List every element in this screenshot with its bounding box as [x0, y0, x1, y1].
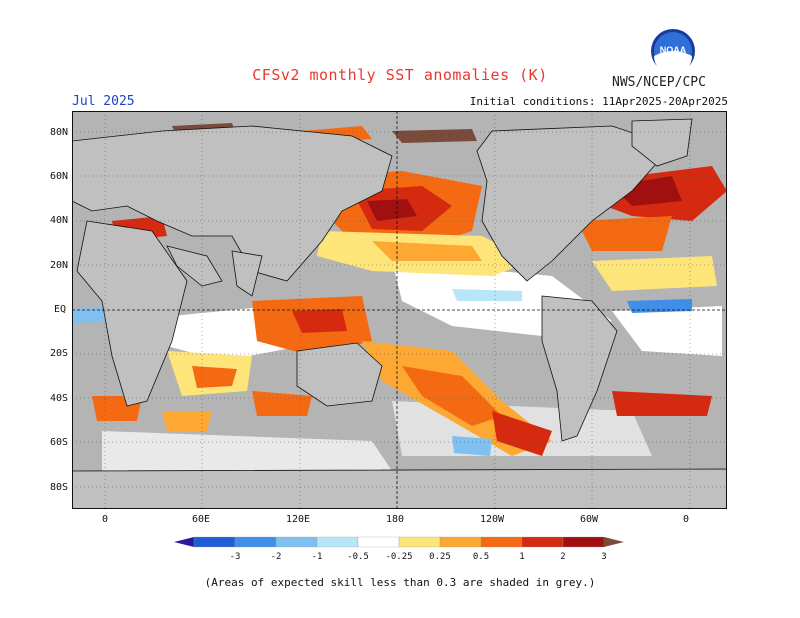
colorbar-label: -1 [312, 552, 323, 562]
lat-label: 40N [50, 215, 69, 226]
colorbar-swatch [604, 537, 624, 547]
lon-label: 180 [386, 514, 405, 525]
agency-label: NWS/NCEP/CPC [612, 75, 706, 90]
colorbar-swatch [480, 536, 523, 548]
colorbar-swatch [275, 536, 318, 548]
lat-label: 80N [50, 127, 69, 138]
colorbar-label: 2 [560, 552, 565, 562]
lat-label: EQ [54, 304, 67, 315]
skill-footnote: (Areas of expected skill less than 0.3 a… [204, 576, 596, 589]
colorbar-label: -0.25 [385, 552, 412, 562]
lat-label: 20N [50, 260, 69, 271]
map-frame [72, 111, 727, 509]
colorbar-swatch [234, 536, 277, 548]
colorbar-swatch [316, 536, 359, 548]
colorbar-swatches [174, 536, 624, 548]
lon-label: 0 [683, 514, 690, 525]
colorbar-swatch [398, 536, 441, 548]
lat-label: 40S [50, 393, 69, 404]
colorbar-label: 0.25 [429, 552, 451, 562]
colorbar-labels: -3 -2 -1 -0.5 -0.25 0.25 0.5 1 2 3 [230, 552, 607, 562]
forecast-month: Jul 2025 [72, 94, 135, 109]
colorbar-label: 1 [519, 552, 524, 562]
colorbar-swatch [193, 536, 236, 548]
colorbar-swatch [174, 537, 194, 547]
noaa-logo: NOAA [650, 28, 696, 75]
lat-label: 60N [50, 171, 69, 182]
initial-conditions: Initial conditions: 11Apr2025-20Apr2025 [469, 95, 728, 108]
sst-anomaly-map [72, 111, 727, 509]
lon-label: 120E [286, 514, 311, 525]
colorbar-swatch [357, 536, 400, 548]
svg-text:NOAA: NOAA [660, 45, 687, 55]
colorbar-label: 0.5 [473, 552, 489, 562]
chart-title: CFSv2 monthly SST anomalies (K) [252, 66, 548, 84]
land-masses [72, 118, 727, 509]
lon-label: 60W [580, 514, 599, 525]
colorbar-legend: -3 -2 -1 -0.5 -0.25 0.25 0.5 1 2 3 [174, 536, 624, 562]
lat-label: 20S [50, 348, 69, 359]
colorbar-label: 3 [601, 552, 606, 562]
colorbar-label: -0.5 [347, 552, 369, 562]
lat-label: 80S [50, 482, 69, 493]
colorbar-swatch [562, 536, 605, 548]
colorbar-swatch [521, 536, 564, 548]
lat-label: 60S [50, 437, 69, 448]
lon-label: 120W [480, 514, 505, 525]
lon-label: 0 [102, 514, 109, 525]
colorbar-swatch [439, 536, 482, 548]
colorbar-label: -3 [230, 552, 241, 562]
lon-label: 60E [192, 514, 211, 525]
colorbar-label: -2 [271, 552, 282, 562]
